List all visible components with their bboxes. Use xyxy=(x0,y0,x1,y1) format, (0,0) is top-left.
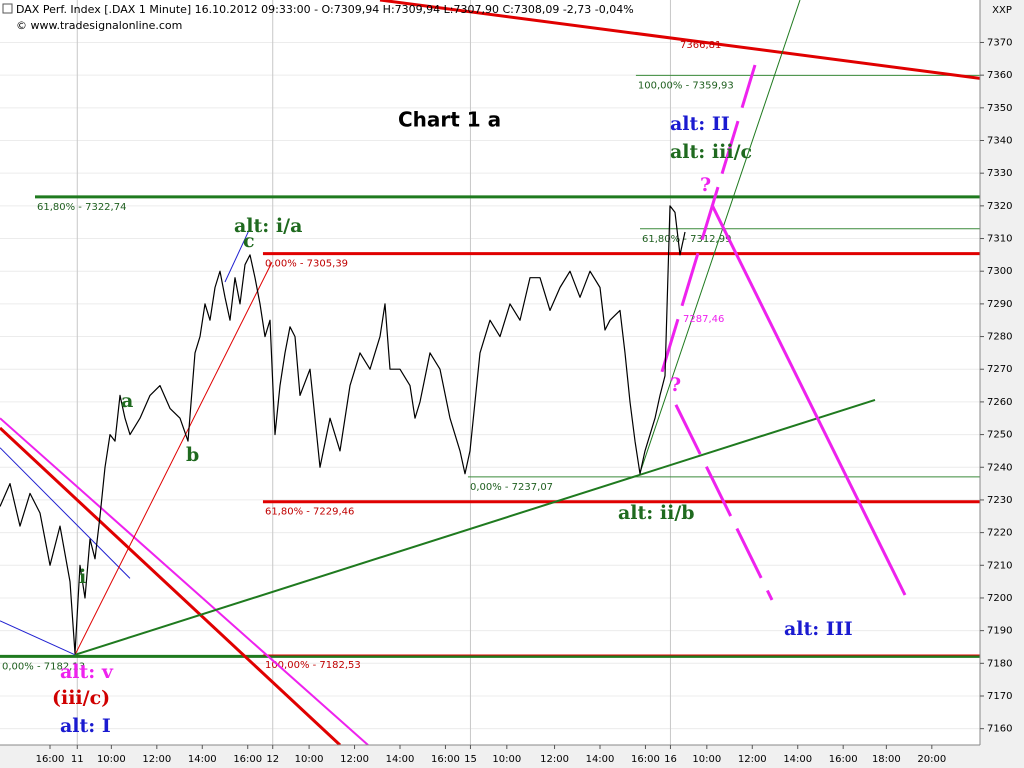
y-tick-label: 7260 xyxy=(987,397,1012,408)
trend-line xyxy=(74,261,273,656)
annotation: c xyxy=(243,230,255,252)
chart-source: © www.tradesignalonline.com xyxy=(16,19,182,32)
y-axis-label: XXP xyxy=(992,5,1012,16)
y-tick-label: 7270 xyxy=(987,364,1012,375)
trend-line xyxy=(379,0,980,80)
level-label: 100,00% - 7359,93 xyxy=(638,80,734,91)
trend-line xyxy=(710,204,907,596)
y-tick-label: 7210 xyxy=(987,560,1012,571)
level-label: 61,80% - 7229,46 xyxy=(265,507,354,518)
x-tick-label: 18:00 xyxy=(872,754,901,765)
x-tick-label: 12:00 xyxy=(142,754,171,765)
annotation: alt: i/a xyxy=(234,215,302,237)
x-tick-label: 14:00 xyxy=(783,754,812,765)
y-tick-label: 7280 xyxy=(987,332,1012,343)
price-line xyxy=(0,205,686,655)
y-tick-label: 7230 xyxy=(987,495,1012,506)
y-tick-label: 7320 xyxy=(987,201,1012,212)
annotation: alt: v xyxy=(60,661,114,683)
y-tick-label: 7360 xyxy=(987,70,1012,81)
x-tick-label: 12:00 xyxy=(340,754,369,765)
annotation: (iii/c) xyxy=(52,687,110,709)
y-tick-label: 7180 xyxy=(987,658,1012,669)
level-label: 0,00% - 7237,07 xyxy=(470,482,553,493)
y-tick-label: 7170 xyxy=(987,691,1012,702)
annotation: a xyxy=(121,390,133,412)
x-axis-panel xyxy=(0,745,1024,768)
y-tick-label: 7250 xyxy=(987,430,1012,441)
trend-line xyxy=(224,227,251,283)
annotation: ? xyxy=(670,374,681,396)
y-tick-label: 7330 xyxy=(987,168,1012,179)
x-tick-label: 16:00 xyxy=(233,754,262,765)
annotation: ? xyxy=(700,174,711,196)
x-tick-label: 12 xyxy=(266,754,279,765)
x-tick-label: 14:00 xyxy=(586,754,615,765)
x-tick-label: 12:00 xyxy=(738,754,767,765)
trend-line xyxy=(0,417,369,745)
x-tick-label: 10:00 xyxy=(692,754,721,765)
plot-area: 61,80% - 7322,74 0,00% - 7305,39 61,80% - … xyxy=(0,0,980,745)
x-tick-label: 16 xyxy=(664,754,677,765)
y-tick-label: 7310 xyxy=(987,234,1012,245)
annotation: alt: ii/b xyxy=(618,502,695,524)
x-tick-label: 14:00 xyxy=(188,754,217,765)
trend-line xyxy=(660,64,757,373)
y-tick-label: 7190 xyxy=(987,626,1012,637)
level-label: 0,00% - 7182,13 xyxy=(2,661,85,672)
trend-line xyxy=(0,426,342,745)
annotation: alt: I xyxy=(60,715,111,737)
trend-line xyxy=(639,0,801,473)
y-tick-label: 7240 xyxy=(987,462,1012,473)
trend-label: 7366,81 xyxy=(680,40,721,51)
y-tick-label: 7370 xyxy=(987,37,1012,48)
trend-line xyxy=(674,404,774,601)
x-tick-label: 10:00 xyxy=(97,754,126,765)
x-tick-label: 20:00 xyxy=(917,754,946,765)
y-tick-label: 7200 xyxy=(987,593,1012,604)
header-icon xyxy=(2,3,13,14)
annotation: Chart 1 a xyxy=(398,108,501,132)
x-tick-label: 10:00 xyxy=(295,754,324,765)
level-label: 61,80% - 7322,74 xyxy=(37,202,126,213)
y-tick-label: 7350 xyxy=(987,103,1012,114)
y-tick-label: 7300 xyxy=(987,266,1012,277)
x-tick-label: 16:00 xyxy=(36,754,65,765)
x-tick-label: 11 xyxy=(71,754,84,765)
annotation: b xyxy=(186,444,199,466)
annotation: 7287,46 xyxy=(683,314,724,325)
trend-line xyxy=(0,620,76,656)
x-tick-label: 16:00 xyxy=(631,754,660,765)
annotation: alt: II xyxy=(670,113,730,135)
level-label: 61,80% - 7312,99 xyxy=(642,234,731,245)
annotation: i xyxy=(79,566,86,588)
y-axis-panel xyxy=(980,0,1024,768)
level-label: 0,00% - 7305,39 xyxy=(265,259,348,270)
y-tick-label: 7290 xyxy=(987,299,1012,310)
x-tick-label: 10:00 xyxy=(492,754,521,765)
chart-header: DAX Perf. Index [.DAX 1 Minute] 16.10.20… xyxy=(16,3,634,16)
annotation: alt: iii/c xyxy=(670,141,752,163)
y-tick-label: 7220 xyxy=(987,528,1012,539)
x-tick-label: 14:00 xyxy=(386,754,415,765)
trend-line xyxy=(74,398,876,656)
y-tick-label: 7160 xyxy=(987,724,1012,735)
x-tick-label: 12:00 xyxy=(540,754,569,765)
level-label: 100,00% - 7182,53 xyxy=(265,660,361,671)
x-tick-label: 16:00 xyxy=(829,754,858,765)
x-tick-label: 15 xyxy=(464,754,477,765)
annotation: alt: III xyxy=(784,618,853,640)
x-tick-label: 16:00 xyxy=(431,754,460,765)
y-tick-label: 7340 xyxy=(987,136,1012,147)
trend-line xyxy=(0,447,131,579)
